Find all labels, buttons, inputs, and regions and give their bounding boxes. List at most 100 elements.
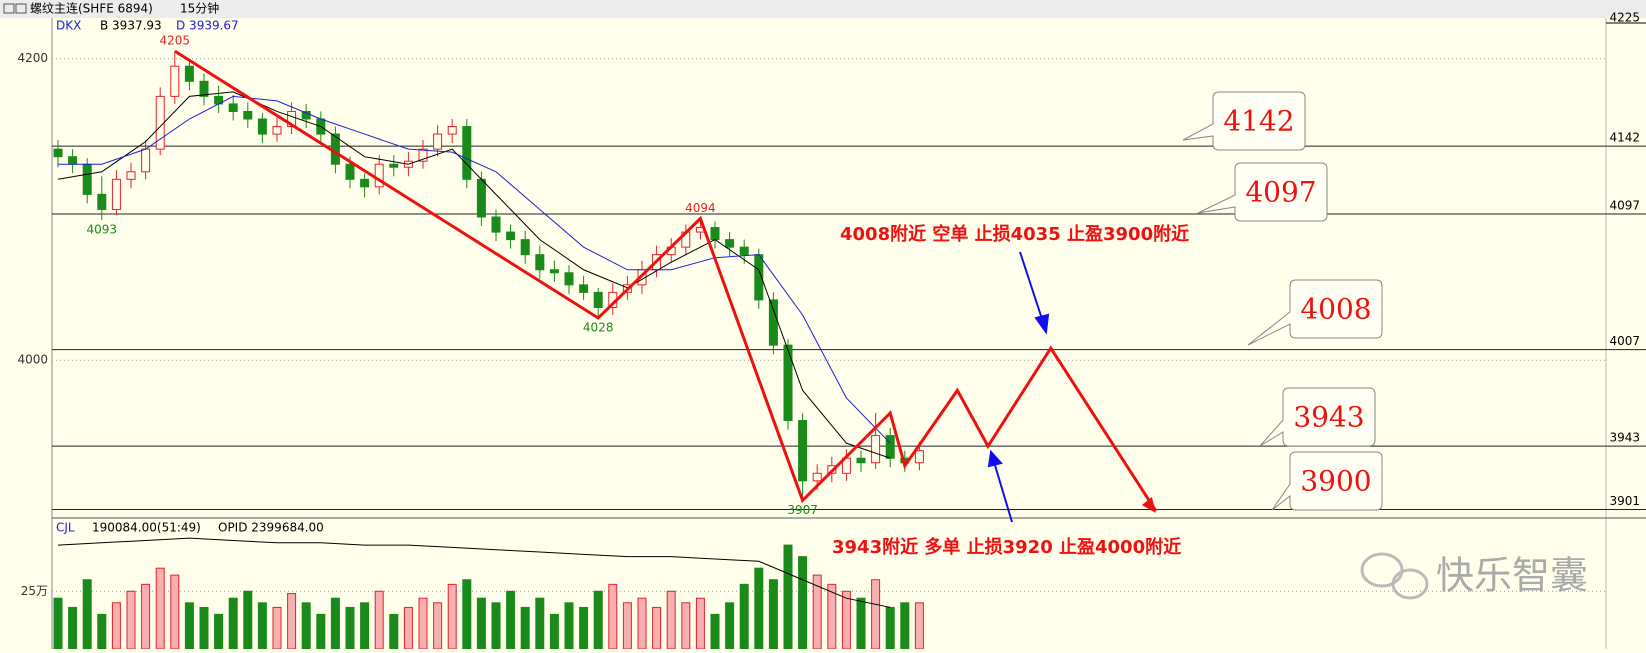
- plan-long: 3943附近 多单 止损3920 止盈4000附近: [832, 536, 1181, 558]
- candle-body: [447, 126, 457, 135]
- indicator-b: B 3937.93: [100, 19, 162, 33]
- volume-bar: [403, 606, 413, 650]
- volume-bar: [389, 613, 399, 650]
- volume-bar: [608, 583, 618, 650]
- moving-average: [57, 91, 891, 459]
- volume-bar: [126, 590, 136, 650]
- extreme-label: 4093: [87, 223, 118, 237]
- volume-bar: [637, 597, 647, 650]
- volume-bar: [141, 583, 151, 650]
- candle-body: [111, 178, 121, 210]
- candle-body: [856, 457, 866, 464]
- candle-body: [798, 420, 808, 482]
- volume-bar: [666, 590, 676, 650]
- level-label: 3943: [1609, 431, 1640, 445]
- candle-body: [914, 450, 924, 464]
- volume-bar: [462, 579, 472, 650]
- callout-box: [1247, 279, 1383, 346]
- volume-tick-label: 25万: [21, 584, 48, 598]
- volume-bar: [345, 606, 355, 650]
- candle-body: [97, 193, 107, 210]
- callout-label: 3943: [1293, 401, 1364, 434]
- candle-body: [257, 118, 267, 135]
- volume-bar: [476, 597, 486, 650]
- candle-body: [462, 126, 472, 180]
- volume-bar: [768, 579, 778, 650]
- callout-label: 3900: [1300, 465, 1371, 498]
- volume-bar: [914, 602, 924, 650]
- icon: [15, 3, 27, 14]
- candle-body: [389, 163, 399, 168]
- volume-bar: [97, 613, 107, 650]
- volume-bar: [257, 602, 267, 650]
- window-title: 螺纹主连(SHFE 6894): [30, 1, 153, 16]
- volume-bar: [433, 602, 443, 650]
- volume-bar: [681, 602, 691, 650]
- volume-bar: [287, 593, 297, 650]
- candle-body: [243, 110, 253, 120]
- candle-body: [871, 435, 881, 464]
- candle-body: [564, 272, 574, 286]
- opid-line: [57, 537, 891, 608]
- volume-bar: [199, 606, 209, 650]
- level-label: 3901: [1609, 494, 1640, 508]
- volume-bar: [593, 590, 603, 650]
- candle-body: [53, 148, 63, 158]
- watermark: 快乐智囊: [1436, 554, 1588, 598]
- candle-body: [535, 254, 545, 271]
- y-tick-label: 4000: [17, 353, 48, 367]
- candle-body: [476, 178, 486, 218]
- period: 15分钟: [180, 1, 219, 16]
- volume-bar: [622, 602, 632, 650]
- candle-body: [184, 65, 194, 82]
- volume-bar: [68, 606, 78, 650]
- top-price: 4225: [1609, 11, 1640, 25]
- volume-bar: [783, 544, 793, 650]
- candle-body: [82, 163, 92, 195]
- candle-body: [506, 231, 516, 241]
- candle-body: [783, 344, 793, 422]
- watermark-icon: [1360, 552, 1429, 600]
- volume-bar: [841, 590, 851, 650]
- volume-bar: [228, 597, 238, 650]
- volume-bar: [316, 613, 326, 650]
- volume-bar: [739, 583, 749, 650]
- level-label: 4142: [1609, 131, 1640, 145]
- title-bar: [0, 0, 1646, 18]
- callout-box: [1182, 91, 1306, 151]
- volume-bar: [871, 579, 881, 650]
- volume-bar: [827, 583, 837, 650]
- volume-bar: [360, 602, 370, 650]
- callout-box: [1197, 162, 1328, 222]
- volume-bar: [111, 602, 121, 650]
- icon: [3, 3, 15, 14]
- extreme-label: 4094: [685, 201, 716, 215]
- volume-bar: [184, 602, 194, 650]
- indicator-d: D 3939.67: [176, 19, 239, 33]
- volume-bar: [520, 606, 530, 650]
- extreme-label: 3907: [787, 503, 818, 517]
- volume-bar: [170, 574, 180, 650]
- candle-body: [170, 65, 180, 97]
- candle-body: [418, 148, 428, 162]
- extreme-label: 4205: [160, 34, 191, 48]
- trend-arrowhead: [1141, 496, 1156, 513]
- volume-bar: [579, 606, 589, 650]
- volume-bar: [506, 590, 516, 650]
- plan-short: 4008附近 空单 止损4035 止盈3900附近: [840, 223, 1189, 245]
- moving-average: [58, 95, 891, 444]
- indicator-name: DKX: [56, 19, 81, 33]
- volume-value: 190084.00(51:49): [92, 521, 201, 535]
- candle-body: [579, 284, 589, 293]
- candle-body: [710, 227, 720, 241]
- level-label: 4007: [1609, 334, 1640, 348]
- candle-body: [768, 299, 778, 346]
- candle-body: [593, 291, 603, 308]
- callout-label: 4142: [1223, 105, 1294, 138]
- candle-body: [228, 103, 238, 112]
- trend-path: [174, 49, 1158, 512]
- volume-bar: [330, 597, 340, 650]
- volume-bar: [885, 606, 895, 650]
